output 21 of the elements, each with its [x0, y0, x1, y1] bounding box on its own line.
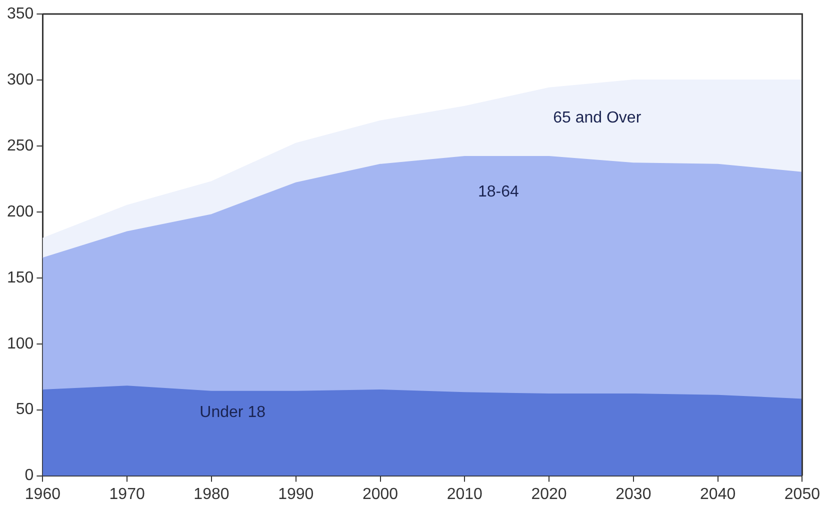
x-tick-label: 2050 [784, 486, 820, 503]
x-tick-label: 1970 [109, 486, 145, 503]
series-label: 65 and Over [553, 109, 642, 126]
y-tick-label: 0 [24, 467, 34, 484]
y-tick-label: 350 [6, 5, 34, 22]
y-tick-label: 100 [6, 335, 34, 352]
x-tick-label: 1960 [24, 486, 61, 503]
x-tick-label: 2030 [616, 486, 652, 503]
series-label: Under 18 [200, 404, 266, 421]
x-tick-label: 2010 [446, 486, 483, 503]
x-tick-label: 2040 [700, 486, 736, 503]
y-tick-label: 200 [6, 203, 34, 220]
y-tick-label: 50 [16, 401, 34, 418]
x-tick-label: 1990 [278, 486, 314, 503]
y-tick-label: 150 [6, 269, 34, 286]
series-label: 18-64 [478, 183, 519, 200]
x-tick-label: 2020 [531, 486, 567, 503]
x-tick-label: 1980 [194, 486, 230, 503]
y-tick-label: 250 [6, 137, 34, 154]
y-tick-label: 300 [6, 71, 34, 88]
x-tick-label: 2000 [362, 486, 398, 503]
